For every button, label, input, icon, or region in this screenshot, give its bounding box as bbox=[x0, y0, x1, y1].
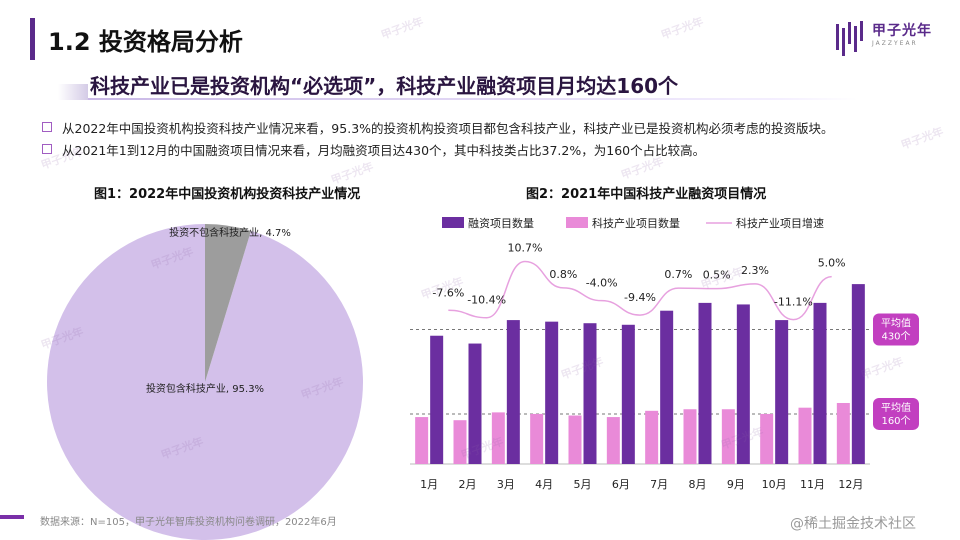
x-tick-label: 5月 bbox=[574, 478, 592, 491]
growth-data-label: -4.0% bbox=[586, 277, 618, 290]
bar-tech bbox=[798, 407, 812, 464]
bar-total bbox=[506, 320, 520, 464]
growth-data-label: 10.7% bbox=[508, 241, 543, 254]
bar-tech bbox=[568, 415, 582, 464]
bar-total bbox=[851, 284, 865, 464]
average-badge-label: 平均值 bbox=[881, 316, 911, 329]
growth-data-label: 0.7% bbox=[664, 268, 692, 281]
bar-tech bbox=[491, 412, 505, 464]
bar-total bbox=[736, 304, 750, 464]
bullet-text: 从2021年1到12月的中国融资项目情况来看，月均融资项目达430个，其中科技类… bbox=[62, 142, 706, 158]
growth-data-label: -10.4% bbox=[467, 294, 506, 307]
figure-1-title: 图1：2022年中国投资机构投资科技产业情况 bbox=[94, 187, 361, 202]
growth-data-label: 5.0% bbox=[818, 257, 846, 270]
headline-underline bbox=[88, 98, 858, 100]
data-source: 数据来源：N=105，甲子光年智库投资机构问卷调研，2022年6月 bbox=[40, 517, 337, 528]
bullet-text: 从2022年中国投资机构投资科技产业情况来看，95.3%的投资机构投资项目都包含… bbox=[62, 120, 834, 136]
growth-data-label: 2.3% bbox=[741, 264, 769, 277]
legend-label-growth: 科技产业项目增速 bbox=[736, 216, 824, 230]
bar-tech bbox=[721, 409, 735, 464]
growth-data-label: 0.8% bbox=[549, 268, 577, 281]
growth-line bbox=[448, 260, 832, 321]
x-tick-label: 8月 bbox=[689, 478, 707, 491]
legend-label-tech: 科技产业项目数量 bbox=[592, 216, 680, 230]
bullet-item: 从2022年中国投资机构投资科技产业情况来看，95.3%的投资机构投资项目都包含… bbox=[42, 116, 932, 138]
site-watermark: @稀土掘金技术社区 bbox=[790, 516, 916, 532]
pie-slice-tech bbox=[46, 224, 364, 540]
bar-total bbox=[660, 310, 674, 464]
growth-data-label: -11.1% bbox=[774, 296, 813, 309]
x-tick-label: 7月 bbox=[650, 478, 668, 491]
x-tick-label: 4月 bbox=[535, 478, 553, 491]
growth-data-label: -7.6% bbox=[432, 286, 464, 299]
logo-subtext: JAZZYEAR bbox=[872, 40, 918, 47]
bar-total bbox=[813, 302, 827, 464]
legend-label-total: 融资项目数量 bbox=[468, 217, 534, 230]
bar-total bbox=[468, 343, 482, 464]
section-title: 1.2 投资格局分析 bbox=[48, 28, 243, 56]
x-tick-label: 9月 bbox=[727, 478, 745, 491]
x-tick-label: 12月 bbox=[838, 478, 863, 491]
figure-2-title: 图2：2021年中国科技产业融资项目情况 bbox=[526, 187, 767, 202]
bullet-item: 从2021年1到12月的中国融资项目情况来看，月均融资项目达430个，其中科技类… bbox=[42, 138, 932, 160]
x-tick-label: 3月 bbox=[497, 478, 515, 491]
jazzyear-logo-icon bbox=[836, 21, 863, 56]
legend-swatch-tech bbox=[566, 217, 588, 228]
x-tick-label: 2月 bbox=[459, 478, 477, 491]
square-bullet-icon bbox=[42, 122, 52, 132]
bar-tech bbox=[683, 409, 697, 464]
bar-total bbox=[775, 320, 789, 464]
pie-label-non-tech: 投资不包含科技产业, 4.7% bbox=[169, 226, 291, 239]
average-badge-bg bbox=[873, 313, 919, 346]
source-accent-bar bbox=[0, 515, 24, 519]
title-accent-bar bbox=[30, 18, 35, 60]
x-tick-label: 1月 bbox=[420, 478, 438, 491]
bar-tech bbox=[760, 413, 774, 464]
bullet-list: 从2022年中国投资机构投资科技产业情况来看，95.3%的投资机构投资项目都包含… bbox=[42, 116, 932, 160]
x-tick-label: 11月 bbox=[800, 478, 825, 491]
logo-text: 甲子光年 bbox=[872, 23, 932, 39]
headline-decoration bbox=[58, 84, 88, 100]
legend-swatch-total bbox=[442, 217, 464, 228]
pie-label-tech: 投资包含科技产业, 95.3% bbox=[146, 382, 264, 395]
bar-total bbox=[545, 321, 559, 464]
bar-tech bbox=[453, 420, 467, 464]
bar-total bbox=[583, 323, 597, 464]
average-badge-label: 160个 bbox=[881, 415, 910, 427]
pie-slice-non-tech bbox=[205, 224, 251, 382]
average-badge-bg bbox=[873, 397, 919, 430]
x-tick-label: 6月 bbox=[612, 478, 630, 491]
bar-total bbox=[698, 302, 712, 464]
average-badge-label: 平均值 bbox=[881, 401, 911, 414]
bar-tech bbox=[530, 413, 544, 464]
growth-data-label: -9.4% bbox=[624, 291, 656, 304]
average-badge-label: 430个 bbox=[881, 330, 910, 342]
bar-total bbox=[621, 324, 635, 464]
growth-data-label: 0.5% bbox=[703, 269, 731, 282]
bar-tech bbox=[606, 417, 620, 464]
bar-tech bbox=[645, 410, 659, 464]
square-bullet-icon bbox=[42, 144, 52, 154]
bar-tech bbox=[836, 402, 850, 464]
headline: 科技产业已是投资机构“必选项”，科技产业融资项目月均达160个 bbox=[90, 74, 679, 98]
bar-tech bbox=[415, 417, 429, 464]
x-tick-label: 10月 bbox=[762, 478, 787, 491]
bar-total bbox=[430, 335, 444, 464]
